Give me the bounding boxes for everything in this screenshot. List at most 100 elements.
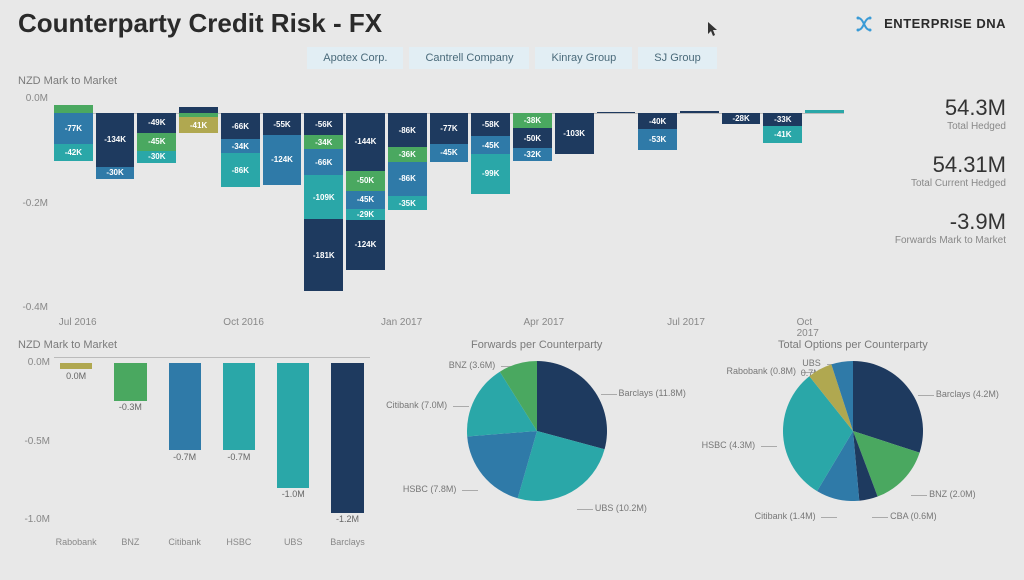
bar-segment: -58K — [471, 113, 510, 136]
x-axis: Jul 2016Oct 2016Jan 2017Apr 2017Jul 2017… — [54, 317, 844, 335]
slicer-button[interactable]: Cantrell Company — [409, 47, 529, 69]
bar-value-label: 0.0M — [54, 371, 98, 381]
bar-fill — [331, 363, 363, 512]
chart-title: NZD Mark to Market — [18, 75, 844, 87]
stacked-bar[interactable]: -56K-34K-66K-109K-181K — [304, 93, 343, 313]
stacked-bar[interactable]: -134K-30K — [96, 93, 135, 313]
pie-label: UBS (10.2M) — [595, 503, 647, 513]
stacked-bar[interactable]: -58K-45K-99K — [471, 93, 510, 313]
bar-segment: -55K — [263, 113, 302, 135]
bar-segment: -50K — [513, 128, 552, 148]
bar-fill — [223, 363, 255, 450]
bar[interactable]: -0.3M BNZ — [108, 357, 152, 525]
kpi-card: -3.9MForwards Mark to Market — [856, 209, 1006, 246]
bar-segment: -35K — [388, 196, 427, 210]
stacked-bar[interactable]: -38K-50K-32K — [513, 93, 552, 313]
stacked-bar[interactable]: -77K-45K — [430, 93, 469, 313]
stacked-bar[interactable] — [805, 93, 844, 313]
bar-segment — [805, 110, 844, 113]
bar-segment: -38K — [513, 113, 552, 128]
bar-fill — [169, 363, 201, 450]
bar-segment: -66K — [304, 149, 343, 175]
kpi-panel: 54.3MTotal Hedged 54.31MTotal Current Hed… — [856, 95, 1006, 266]
stacked-bar[interactable] — [597, 93, 636, 313]
bar-segment: -29K — [346, 209, 385, 221]
bar-segment: -42K — [54, 144, 93, 161]
bar-segment: -144K — [346, 113, 385, 171]
slicer-row: Apotex Corp. Cantrell Company Kinray Group… — [0, 47, 1024, 69]
bar-segment: -32K — [513, 148, 552, 161]
bar-segment: -86K — [388, 162, 427, 196]
bar-value-label: -1.0M — [271, 489, 315, 499]
bar-segment: -134K — [96, 113, 135, 167]
bar[interactable]: -0.7M Citibank — [163, 357, 207, 525]
stacked-bar[interactable]: -40K-53K — [638, 93, 677, 313]
kpi-label: Forwards Mark to Market — [856, 235, 1006, 246]
bar-segment: -53K — [638, 129, 677, 150]
pie-label: Citibank (7.0M) — [386, 400, 447, 410]
bar-segment: -99K — [471, 154, 510, 194]
stacked-bar[interactable]: -103K — [555, 93, 594, 313]
bar-value-label: -0.7M — [163, 452, 207, 462]
bar-segment: -77K — [54, 113, 93, 144]
bar-segment: -49K — [137, 113, 176, 133]
pie-label: BNZ (2.0M) — [929, 489, 976, 499]
bar-segment: -34K — [304, 135, 343, 149]
bar-segment — [680, 111, 719, 113]
main-stacked-chart: NZD Mark to Market 0.0M-0.2M-0.4M -77K-4… — [18, 75, 844, 335]
bar-segment: -33K — [763, 113, 802, 126]
bar-value-label: -0.3M — [108, 402, 152, 412]
bar-segment: -41K — [179, 117, 218, 133]
bar-segment: -41K — [763, 126, 802, 142]
bar-segment: -30K — [96, 167, 135, 179]
bar-segment: -28K — [722, 113, 761, 124]
bar-segment: -50K — [346, 171, 385, 191]
pie-svg — [783, 361, 923, 501]
pie-label: HSBC (4.3M) — [702, 440, 756, 450]
bar[interactable]: 0.0M Rabobank — [54, 357, 98, 525]
y-axis: 0.0M-0.2M-0.4M — [12, 93, 48, 313]
slicer-button[interactable]: Kinray Group — [535, 47, 632, 69]
counterparty-bar-chart: NZD Mark to Market 0.0M-0.5M-1.0M 0.0M R… — [18, 339, 374, 549]
options-pie-chart: Total Options per Counterparty Barclays … — [700, 339, 1006, 549]
stacked-bar[interactable]: -66K-34K-86K — [221, 93, 260, 313]
pie-label: Barclays (11.8M) — [619, 388, 686, 398]
kpi-label: Total Current Hedged — [856, 178, 1006, 189]
stacked-bar[interactable]: -55K-124K — [263, 93, 302, 313]
stacked-bar[interactable]: -144K-50K-45K-29K-124K — [346, 93, 385, 313]
kpi-value: -3.9M — [856, 209, 1006, 235]
stacked-bar[interactable]: -41K — [179, 93, 218, 313]
bar-segment: -30K — [137, 151, 176, 163]
stacked-bar[interactable]: -33K-41K — [763, 93, 802, 313]
bar[interactable]: -1.0M UBS — [271, 357, 315, 525]
bar-segment: -56K — [304, 113, 343, 135]
stacked-bar[interactable]: -77K-42K — [54, 93, 93, 313]
bar[interactable]: -0.7M HSBC — [217, 357, 261, 525]
slicer-button[interactable]: Apotex Corp. — [307, 47, 403, 69]
bar-segment: -45K — [471, 136, 510, 154]
slicer-button[interactable]: SJ Group — [638, 47, 716, 69]
stacked-bar[interactable]: -28K — [722, 93, 761, 313]
pie-label: HSBC (7.8M) — [403, 484, 457, 494]
bar-segment: -45K — [346, 191, 385, 209]
bar-segment: -34K — [221, 139, 260, 153]
stacked-bar[interactable]: -49K-45K-30K — [137, 93, 176, 313]
bar-segment: -66K — [221, 113, 260, 139]
bar-segment: -124K — [346, 220, 385, 270]
pie-label: Barclays (4.2M) — [936, 389, 999, 399]
stacked-bar[interactable] — [680, 93, 719, 313]
stacked-bar[interactable]: -86K-36K-86K-35K — [388, 93, 427, 313]
bar-segment: -109K — [304, 175, 343, 219]
bar-segment: -45K — [430, 144, 469, 162]
kpi-value: 54.31M — [856, 152, 1006, 178]
bar-fill — [277, 363, 309, 487]
forwards-pie-chart: Forwards per Counterparty Barclays (11.8… — [384, 339, 690, 549]
bar-segment: -77K — [430, 113, 469, 144]
bar-segment: -36K — [388, 147, 427, 161]
bar-segment: -124K — [263, 135, 302, 185]
bar-segment: -86K — [388, 113, 427, 147]
bar-fill — [114, 363, 146, 400]
kpi-card: 54.3MTotal Hedged — [856, 95, 1006, 132]
bar-value-label: -1.2M — [325, 514, 369, 524]
bar[interactable]: -1.2M Barclays — [325, 357, 369, 525]
